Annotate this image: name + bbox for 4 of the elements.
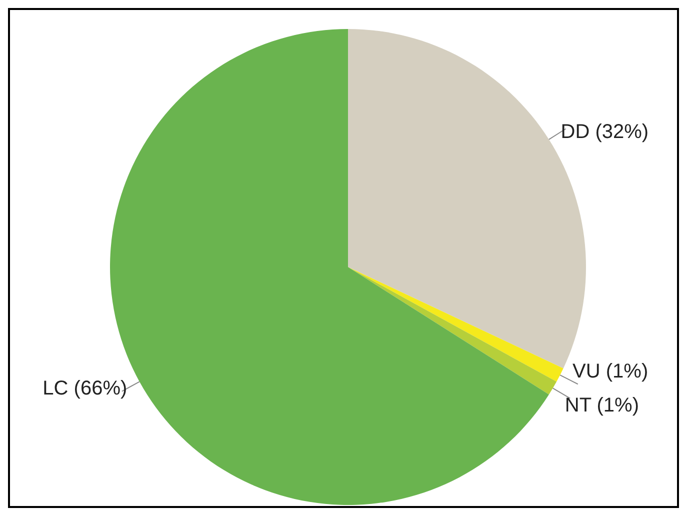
slice-label: VU (1%) (572, 360, 648, 382)
slice-label: DD (32%) (560, 120, 649, 143)
slice-label: NT (1%) (564, 394, 639, 416)
slice-label: LC (66%) (42, 377, 128, 400)
